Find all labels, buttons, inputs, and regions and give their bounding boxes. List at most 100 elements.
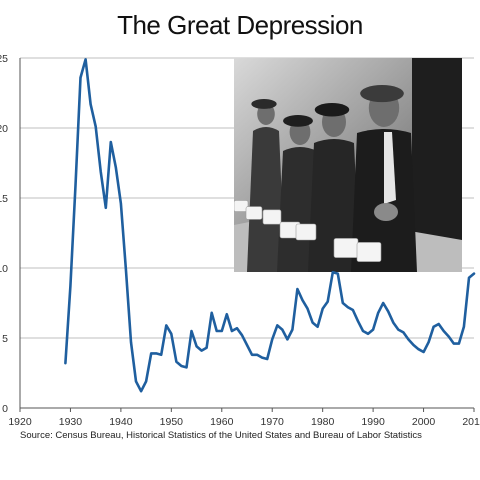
- y-tick-label-25: 25: [0, 53, 8, 65]
- data-point-2004: [443, 330, 445, 332]
- x-tick-label-1990: 1990: [361, 416, 385, 428]
- cup-6: [333, 238, 359, 258]
- data-point-1944: [140, 390, 142, 392]
- data-point-1960: [221, 330, 223, 332]
- data-point-1947: [155, 352, 157, 354]
- x-tick-label-2010: 2010: [462, 416, 480, 428]
- data-point-1935: [95, 126, 97, 128]
- data-point-1982: [332, 271, 334, 273]
- data-point-1965: [246, 344, 248, 346]
- figure-cap-4: [360, 85, 404, 103]
- x-tick-label-2000: 2000: [412, 416, 436, 428]
- data-point-1987: [357, 320, 359, 322]
- data-point-1932: [79, 77, 82, 79]
- photo-panel: [234, 58, 462, 272]
- data-point-1979: [317, 326, 319, 328]
- series-line: [64, 58, 476, 393]
- figure-cap-1: [251, 99, 277, 109]
- y-tick-label-5: 5: [2, 333, 8, 345]
- data-point-1998: [412, 344, 415, 346]
- data-point-1973: [286, 338, 288, 340]
- data-point-1966: [251, 354, 253, 356]
- data-point-1933: [84, 58, 87, 61]
- y-tick-label-15: 15: [0, 193, 8, 205]
- data-point-1955: [195, 345, 198, 347]
- y-tick-label-20: 20: [0, 123, 8, 135]
- data-point-1967: [256, 354, 258, 356]
- data-point-1974: [291, 329, 293, 331]
- data-point-1961: [226, 313, 228, 315]
- data-point-1980: [322, 308, 324, 310]
- data-point-1954: [190, 330, 193, 332]
- cup-3: [262, 209, 282, 225]
- data-point-1969: [266, 358, 268, 360]
- data-point-1930: [69, 285, 72, 287]
- data-point-1931: [74, 184, 77, 186]
- data-point-1938: [110, 141, 112, 143]
- data-point-1972: [281, 329, 283, 331]
- data-point-1962: [231, 330, 233, 332]
- x-tick-label-1970: 1970: [261, 416, 285, 428]
- men-in-breadline-photo: [234, 58, 462, 272]
- data-point-1999: [417, 348, 420, 350]
- data-point-1994: [392, 322, 394, 324]
- tick-labels: 0 5 10 15 20 25 1920 1930 1940 1950 1960 1970 1980 19…: [0, 53, 480, 428]
- series-line-layer: [64, 58, 476, 393]
- y-tick-label-10: 10: [0, 263, 8, 275]
- chart-title: The Great Depression: [117, 10, 363, 40]
- data-point-1939: [115, 166, 117, 168]
- x-tick-label-1950: 1950: [160, 416, 184, 428]
- data-point-1937: [105, 207, 107, 209]
- data-point-1952: [180, 365, 183, 367]
- data-point-1956: [201, 350, 203, 352]
- data-point-2002: [433, 326, 435, 328]
- x-tick-label-1940: 1940: [109, 416, 133, 428]
- data-point-1970: [271, 338, 273, 340]
- front-figure-shirt: [384, 132, 396, 204]
- data-point-1986: [352, 309, 354, 311]
- data-point-1988: [362, 330, 364, 332]
- data-point-1942: [130, 341, 132, 343]
- data-point-1958: [211, 312, 213, 314]
- data-point-2003: [438, 323, 440, 325]
- data-point-1983: [337, 273, 339, 275]
- data-point-1997: [407, 338, 410, 340]
- data-point-1976: [301, 299, 304, 301]
- data-point-1981: [327, 301, 329, 303]
- data-point-1945: [145, 380, 147, 382]
- data-point-1953: [185, 366, 188, 368]
- data-point-2010: [473, 273, 475, 275]
- data-point-1985: [347, 306, 349, 308]
- cup-5: [295, 223, 317, 241]
- y-tick-label-0: 0: [2, 403, 8, 415]
- data-point-1996: [402, 331, 404, 333]
- figure-cap-3: [314, 103, 350, 117]
- data-point-1949: [165, 324, 167, 326]
- cup-7: [356, 242, 382, 262]
- figure-cap-2: [283, 115, 313, 127]
- data-point-1941: [125, 268, 127, 270]
- data-point-2007: [458, 343, 460, 345]
- data-point-1943: [135, 380, 137, 382]
- data-point-2005: [448, 336, 450, 338]
- data-point-1936: [100, 170, 102, 172]
- data-point-1951: [175, 361, 177, 363]
- data-point-1968: [261, 357, 263, 359]
- data-point-1971: [276, 324, 278, 326]
- data-point-2009: [468, 277, 470, 279]
- x-tick-label-1960: 1960: [210, 416, 234, 428]
- data-point-1950: [170, 333, 172, 335]
- data-point-1975: [296, 288, 299, 290]
- x-tick-label-1920: 1920: [8, 416, 32, 428]
- cup-1: [234, 200, 249, 212]
- data-point-2000: [422, 351, 425, 353]
- data-point-1964: [241, 334, 243, 336]
- figure-body-1: [247, 127, 285, 272]
- data-point-1995: [397, 329, 399, 331]
- data-point-1948: [160, 354, 162, 356]
- cup-2: [245, 206, 263, 220]
- data-point-1978: [311, 322, 314, 324]
- data-point-1940: [120, 203, 122, 205]
